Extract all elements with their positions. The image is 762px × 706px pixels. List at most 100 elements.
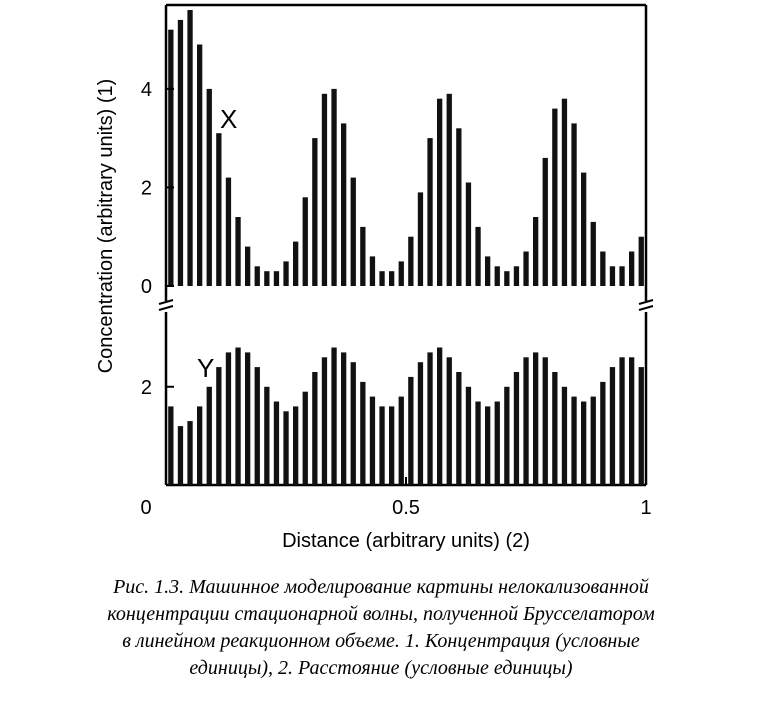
x-bar <box>197 44 203 286</box>
axis-break-left <box>158 299 174 311</box>
x-bar <box>533 217 539 286</box>
x-bar <box>629 251 635 286</box>
y-bar <box>254 367 260 485</box>
caption-line: концентрации стационарной волны, получен… <box>107 603 655 625</box>
y-bar <box>408 376 414 485</box>
x-bar <box>427 138 433 286</box>
y-bar <box>369 396 376 485</box>
y-bar <box>225 352 232 485</box>
x-bar <box>321 93 328 286</box>
y-bar <box>581 401 587 485</box>
x-bar <box>446 93 452 286</box>
x-bar <box>581 172 587 286</box>
x-bar <box>312 138 318 286</box>
chart-figure: 024 2 0 0.5 1 X Y Concentration (arbitrary… <box>95 3 654 552</box>
x-bar <box>245 246 251 286</box>
x-bar <box>369 256 376 286</box>
y-axis-label: Concentration (arbitrary units) (1) <box>95 79 117 374</box>
x-tick-label: 0.5 <box>392 497 420 519</box>
x-series-bars <box>168 10 644 287</box>
x-tick-label: 0 <box>140 497 151 519</box>
x-bar <box>206 88 212 287</box>
x-bar <box>417 192 424 286</box>
y-bar <box>629 357 635 485</box>
y-tick-label: 0 <box>141 276 152 298</box>
x-bar <box>638 236 644 286</box>
y-bar <box>312 372 318 485</box>
y-bar <box>494 401 500 485</box>
y-bar <box>283 411 289 485</box>
x-bar <box>216 133 222 286</box>
x-bar <box>293 241 299 286</box>
caption-line: единицы), 2. Расстояние (условные единиц… <box>189 657 573 679</box>
x-bar <box>341 123 347 287</box>
x-bar <box>273 271 280 286</box>
y-bar <box>235 347 241 485</box>
y-bar <box>456 372 462 485</box>
x-bar <box>331 88 337 287</box>
caption-line: в линейном реакционном объеме. 1. Концен… <box>122 630 640 652</box>
y-bar <box>561 386 568 485</box>
x-bar <box>264 271 270 286</box>
y-bar <box>293 406 299 485</box>
y-bar <box>609 367 616 485</box>
x-bar <box>398 261 404 286</box>
x-bar <box>571 123 577 287</box>
x-bar <box>350 177 356 286</box>
y-bar <box>504 386 510 485</box>
x-bar <box>600 251 606 286</box>
y-bar <box>485 406 491 485</box>
y-bar <box>417 362 424 485</box>
y-bar <box>437 347 443 485</box>
y-bar <box>542 357 548 485</box>
y-bar <box>206 386 212 485</box>
x-bar <box>485 256 491 286</box>
y-bar <box>321 357 328 485</box>
x-bar <box>552 108 558 286</box>
y-bar <box>523 357 529 485</box>
x-bar <box>513 266 520 286</box>
x-bar <box>456 128 462 286</box>
x-bar <box>283 261 289 286</box>
figure-caption: Рис. 1.3. Машинное моделирование картины… <box>10 574 752 682</box>
x-bar <box>254 266 260 286</box>
x-panel-y-ticks: 0 2 4 <box>141 79 174 298</box>
y-bar <box>331 347 337 485</box>
axis-break-right <box>638 299 654 311</box>
x-bar <box>360 226 366 286</box>
y-bar <box>168 406 174 485</box>
x-tick-label: 1 <box>640 497 651 519</box>
y-bar <box>389 406 395 485</box>
x-bar <box>225 177 232 286</box>
y-bar <box>600 381 606 485</box>
x-axis-label: Distance (arbitrary units) (2) <box>282 530 530 552</box>
x-axis-ticks: 0 0.5 1 <box>140 477 652 519</box>
x-bar <box>561 98 568 286</box>
panel-label-x: X <box>220 104 237 134</box>
y-bar <box>619 357 625 485</box>
y-bar <box>245 352 251 485</box>
y-bar <box>264 386 270 485</box>
y-bar <box>398 396 404 485</box>
y-bar <box>446 357 452 485</box>
y-bar <box>638 367 644 485</box>
x-bar <box>619 266 625 286</box>
x-bar <box>437 98 443 286</box>
y-bar <box>302 391 308 485</box>
y-bar <box>571 396 577 485</box>
x-bar <box>302 197 308 286</box>
y-bar <box>552 372 558 485</box>
x-bar <box>542 157 548 286</box>
y-bar <box>177 426 184 485</box>
x-bar <box>177 19 184 287</box>
axis-break-marks <box>158 299 654 311</box>
x-bar <box>590 221 596 286</box>
y-bar <box>197 406 203 485</box>
x-bar <box>235 217 241 286</box>
x-bar <box>494 266 500 286</box>
y-bar <box>513 372 520 485</box>
y-bar <box>427 352 433 485</box>
y-bar <box>341 352 347 485</box>
x-bar <box>523 251 529 286</box>
x-bar <box>187 10 193 286</box>
